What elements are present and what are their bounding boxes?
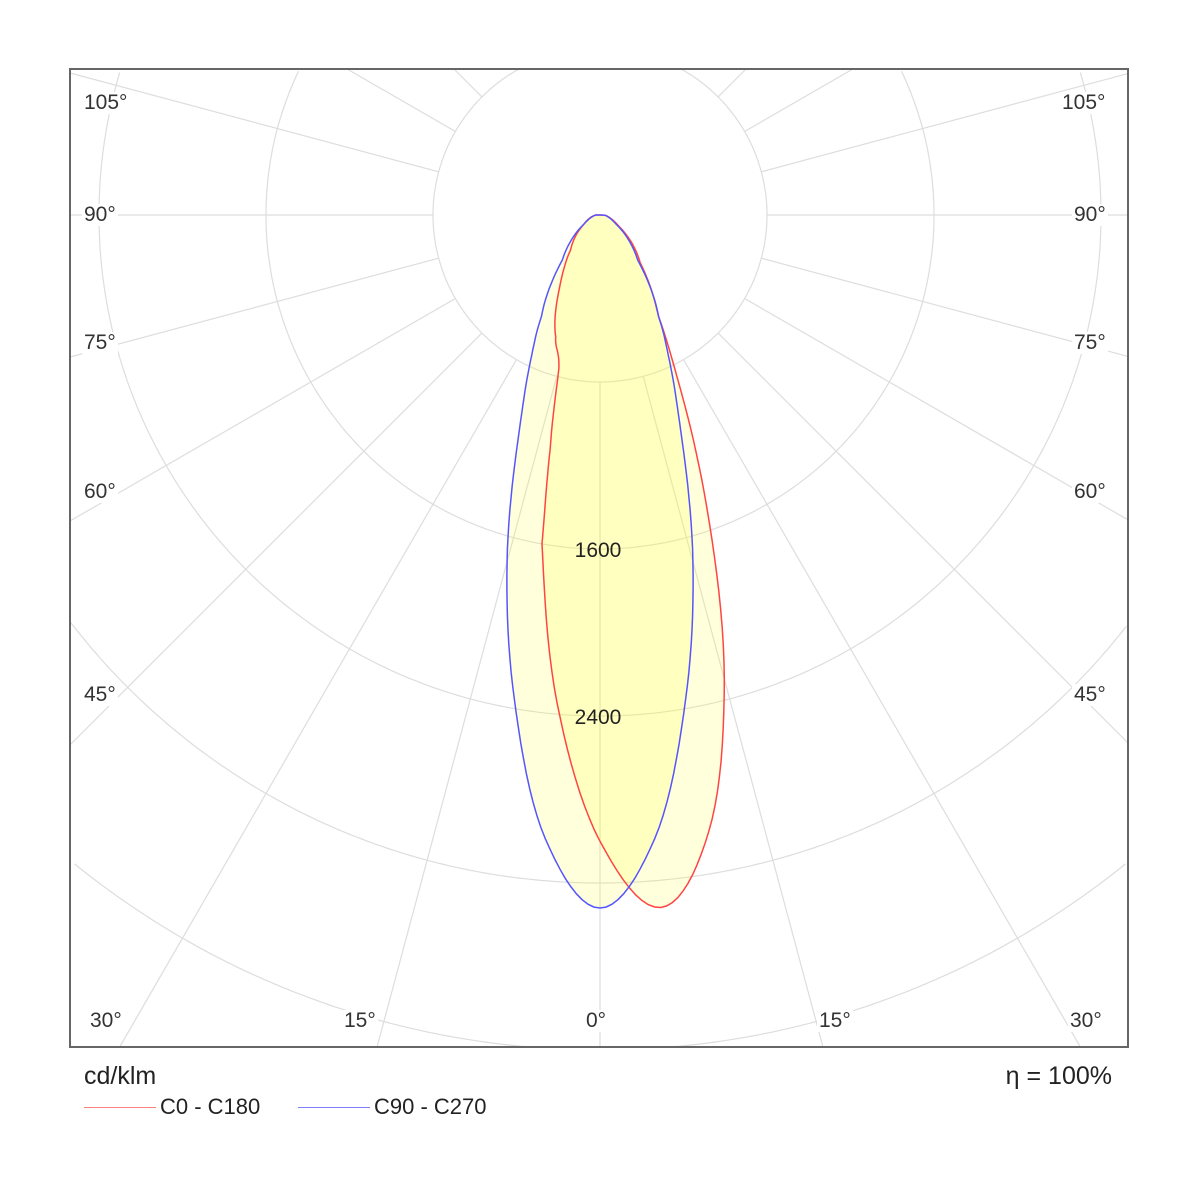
angle-label-0: 0°: [584, 1009, 609, 1032]
radial-line--15: [376, 376, 558, 1047]
radial-line-15: [642, 376, 824, 1047]
radial-line--30: [119, 359, 518, 1047]
ring-3200: [70, 621, 1127, 884]
radial-line--60: [70, 297, 456, 522]
radial-line-75: [761, 257, 1128, 358]
angle-label-left-30: 30°: [88, 1009, 124, 1032]
series-fill-0: [542, 215, 725, 908]
legend-swatch-blue: [298, 1106, 370, 1108]
angle-label-right-105: 105°: [1060, 91, 1108, 114]
radial-line-30: [682, 359, 1081, 1047]
angle-label-left-75: 75°: [82, 331, 118, 354]
legend-label: C90 - C270: [374, 1094, 487, 1119]
angle-label-right-45: 45°: [1072, 683, 1108, 706]
plot-frame: [69, 68, 1129, 1048]
radial-line-135: [717, 69, 747, 98]
legend-swatch-red: [84, 1106, 156, 1108]
angle-label-left-105: 105°: [82, 91, 130, 114]
legend-item-c0-c180: C0 - C180: [84, 1094, 260, 1120]
radial-line--120: [346, 69, 456, 133]
angle-label-right-60: 60°: [1072, 480, 1108, 503]
series-fill-1: [506, 215, 694, 908]
series-line-1: [506, 214, 694, 909]
ring-label-1600: 1600: [574, 539, 622, 562]
ring-4000: [74, 863, 1126, 1047]
angle-label-left-60: 60°: [82, 480, 118, 503]
radial-line-45: [717, 332, 1128, 744]
radial-line--135: [453, 69, 483, 98]
angle-label-right-90: 90°: [1072, 203, 1108, 226]
curves: [506, 214, 726, 909]
unit-label: cd/klm: [84, 1062, 157, 1090]
radial-line--45: [70, 332, 483, 746]
radial-line--75: [70, 257, 439, 358]
radial-line--105: [70, 72, 439, 173]
radial-line-60: [744, 297, 1128, 521]
angle-label-left-15: 15°: [342, 1009, 378, 1032]
efficiency-label: η = 100%: [1005, 1062, 1112, 1090]
angle-label-right-15: 15°: [817, 1009, 853, 1032]
legend-item-c90-c270: C90 - C270: [298, 1094, 487, 1120]
radial-line-105: [761, 72, 1128, 173]
angle-label-left-90: 90°: [82, 203, 118, 226]
angle-label-right-75: 75°: [1072, 331, 1108, 354]
angle-label-left-45: 45°: [82, 683, 118, 706]
radial-line-120: [744, 69, 854, 133]
ring-label-2400: 2400: [574, 706, 622, 729]
legend-label: C0 - C180: [160, 1094, 261, 1119]
angle-label-right-30: 30°: [1068, 1009, 1104, 1032]
